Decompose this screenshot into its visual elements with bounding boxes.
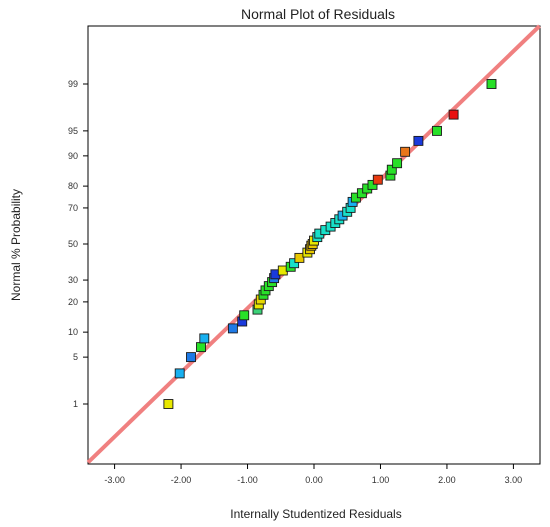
y-tick-label: 10: [68, 327, 78, 337]
data-point: [386, 164, 397, 175]
x-tick-label: 1.00: [372, 475, 390, 485]
data-point: [239, 310, 250, 321]
data-point: [294, 252, 305, 263]
x-axis: -3.00 -2.00 -1.00 0.00 1.00 2.00 3.00: [104, 464, 522, 485]
data-point: [196, 342, 206, 353]
x-tick-label: 2.00: [438, 475, 456, 485]
data-point: [486, 79, 497, 89]
data-points-layer: [163, 79, 497, 409]
y-tick-label: 5: [73, 352, 78, 362]
chart-title: Normal Plot of Residuals: [241, 6, 395, 22]
y-tick-label: 90: [68, 151, 78, 161]
data-point: [432, 125, 442, 136]
y-tick-label: 1: [73, 399, 78, 409]
x-tick-label: 3.00: [505, 475, 523, 485]
x-tick-label: -1.00: [237, 475, 258, 485]
data-point: [392, 158, 403, 169]
x-axis-label: Internally Studentized Residuals: [230, 507, 401, 521]
y-axis: 1 5 10 20 30 50 70 80 90 95 99: [68, 79, 88, 409]
x-tick-label: 0.00: [305, 475, 323, 485]
y-tick-label: 20: [68, 297, 78, 307]
y-tick-label: 50: [68, 239, 78, 249]
data-point: [227, 323, 238, 334]
y-tick-label: 80: [68, 181, 78, 191]
x-tick-label: -3.00: [104, 475, 125, 485]
x-tick-label: -2.00: [171, 475, 192, 485]
data-point: [367, 179, 378, 190]
data-point: [163, 399, 174, 409]
data-point: [372, 174, 383, 185]
data-point: [174, 368, 185, 379]
y-tick-label: 30: [68, 275, 78, 285]
data-point: [289, 258, 300, 269]
y-tick-label: 99: [68, 79, 78, 89]
data-point: [448, 109, 459, 120]
y-axis-label: Normal % Probability: [9, 189, 23, 301]
data-point: [400, 146, 411, 157]
data-point: [413, 135, 424, 146]
data-point: [186, 352, 196, 363]
y-tick-label: 95: [68, 126, 78, 136]
data-point: [199, 333, 210, 344]
y-tick-label: 70: [68, 203, 78, 213]
